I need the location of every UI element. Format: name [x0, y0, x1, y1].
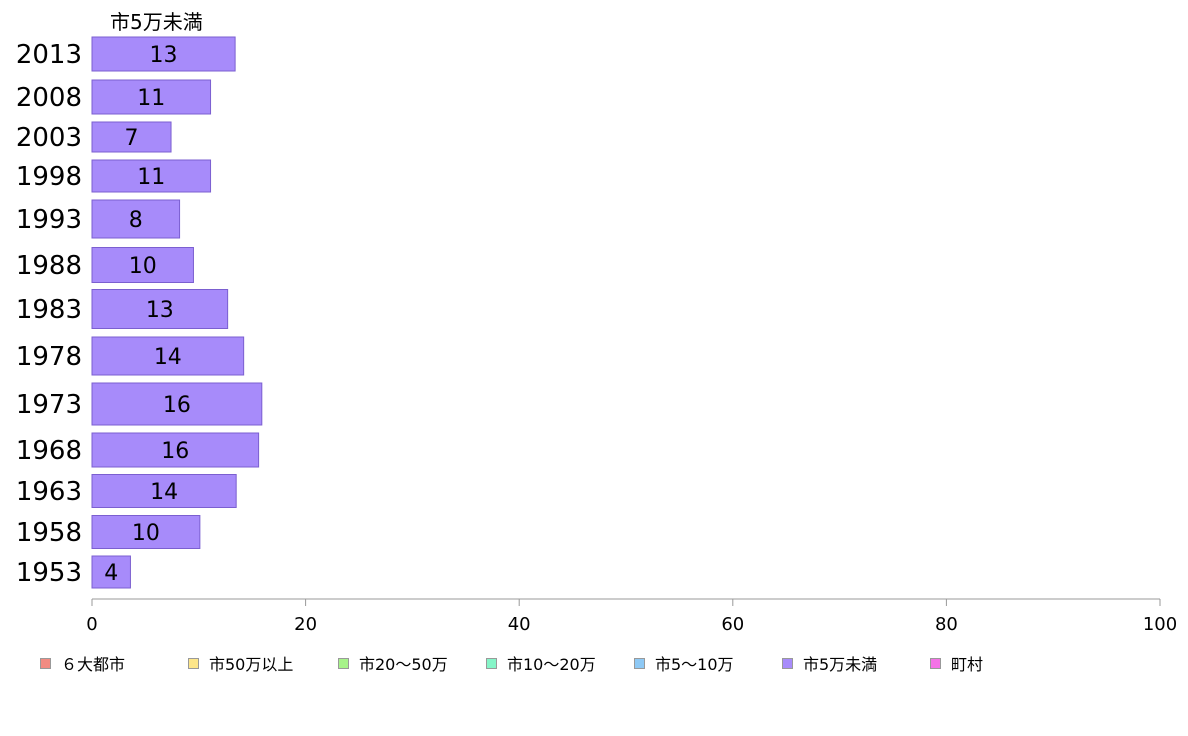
bar-value-label: 10	[129, 254, 157, 279]
bar-value-label: 16	[161, 439, 189, 464]
bar	[91, 247, 194, 283]
y-tick-label: 1978	[16, 342, 82, 372]
legend-label: 市10〜20万	[507, 655, 596, 674]
x-tick-label: 40	[508, 614, 531, 635]
legend-swatch	[40, 657, 51, 669]
bar	[91, 289, 229, 329]
legend-item: 市10〜20万	[486, 652, 596, 674]
legend-item: 市5万未満	[782, 652, 877, 674]
bar-value-label: 13	[146, 298, 174, 323]
bar-value-label: 7	[125, 126, 139, 151]
bar-value-label: 11	[137, 86, 165, 111]
y-tick-label: 1968	[16, 436, 82, 466]
series-title: 市5万未満	[110, 10, 203, 34]
y-tick-label: 2003	[16, 123, 82, 153]
bar-value-label: 10	[132, 521, 160, 546]
legend: ６大都市 市50万以上 市20〜50万 市10〜20万 市5〜10万 市5万未満 町村	[40, 652, 1180, 674]
legend-item: 市5〜10万	[634, 652, 734, 674]
legend-label: 町村	[951, 655, 984, 674]
legend-item: 市50万以上	[188, 652, 293, 674]
legend-swatch	[634, 657, 645, 669]
bar	[91, 79, 212, 115]
bar-value-label: 13	[150, 43, 178, 68]
bar	[91, 382, 263, 426]
x-tick-label: 0	[86, 614, 97, 635]
x-tick-label: 100	[1143, 614, 1177, 635]
legend-label: ６大都市	[61, 655, 126, 674]
legend-swatch	[338, 657, 349, 669]
legend-label: 市5万未満	[803, 655, 878, 674]
bar-value-label: 11	[137, 165, 165, 190]
y-tick-label: 1983	[16, 295, 82, 325]
bar	[91, 515, 201, 549]
y-tick-label: 1958	[16, 518, 82, 548]
legend-label: 市50万以上	[209, 655, 294, 674]
y-tick-label: 1953	[16, 558, 82, 588]
legend-label: 市5〜10万	[655, 655, 734, 674]
legend-swatch	[930, 657, 941, 669]
y-tick-label: 2008	[16, 83, 82, 113]
bar	[91, 36, 236, 72]
bar	[91, 121, 172, 153]
bar	[91, 199, 181, 239]
bar	[91, 159, 212, 193]
x-tick-label: 60	[721, 614, 744, 635]
bar-value-label: 14	[154, 345, 182, 370]
bar-value-label: 8	[129, 208, 143, 233]
bar	[91, 336, 245, 376]
y-tick-label: 1993	[16, 205, 82, 235]
legend-item: ６大都市	[40, 652, 125, 674]
legend-label: 市20〜50万	[359, 655, 448, 674]
bar	[91, 432, 260, 468]
y-tick-label: 1988	[16, 251, 82, 281]
y-tick-label: 1963	[16, 477, 82, 507]
y-tick-label: 2013	[16, 40, 82, 70]
bar-value-label: 14	[150, 480, 178, 505]
y-tick-label: 1998	[16, 162, 82, 192]
legend-swatch	[782, 657, 793, 669]
x-tick-label: 80	[935, 614, 958, 635]
legend-swatch	[486, 657, 497, 669]
x-tick-label: 20	[294, 614, 317, 635]
bar-value-label: 4	[104, 561, 118, 586]
bar	[91, 555, 131, 589]
legend-item: 市20〜50万	[338, 652, 448, 674]
bar	[91, 474, 237, 508]
bar-value-label: 16	[163, 393, 191, 418]
legend-item: 町村	[930, 652, 983, 674]
legend-swatch	[188, 657, 199, 669]
bar-chart: 0 20 40 60 80 100 13 2013 11 2008 7 2003 11 1998 8 1993…	[16, 36, 1177, 635]
y-tick-label: 1973	[16, 390, 82, 420]
